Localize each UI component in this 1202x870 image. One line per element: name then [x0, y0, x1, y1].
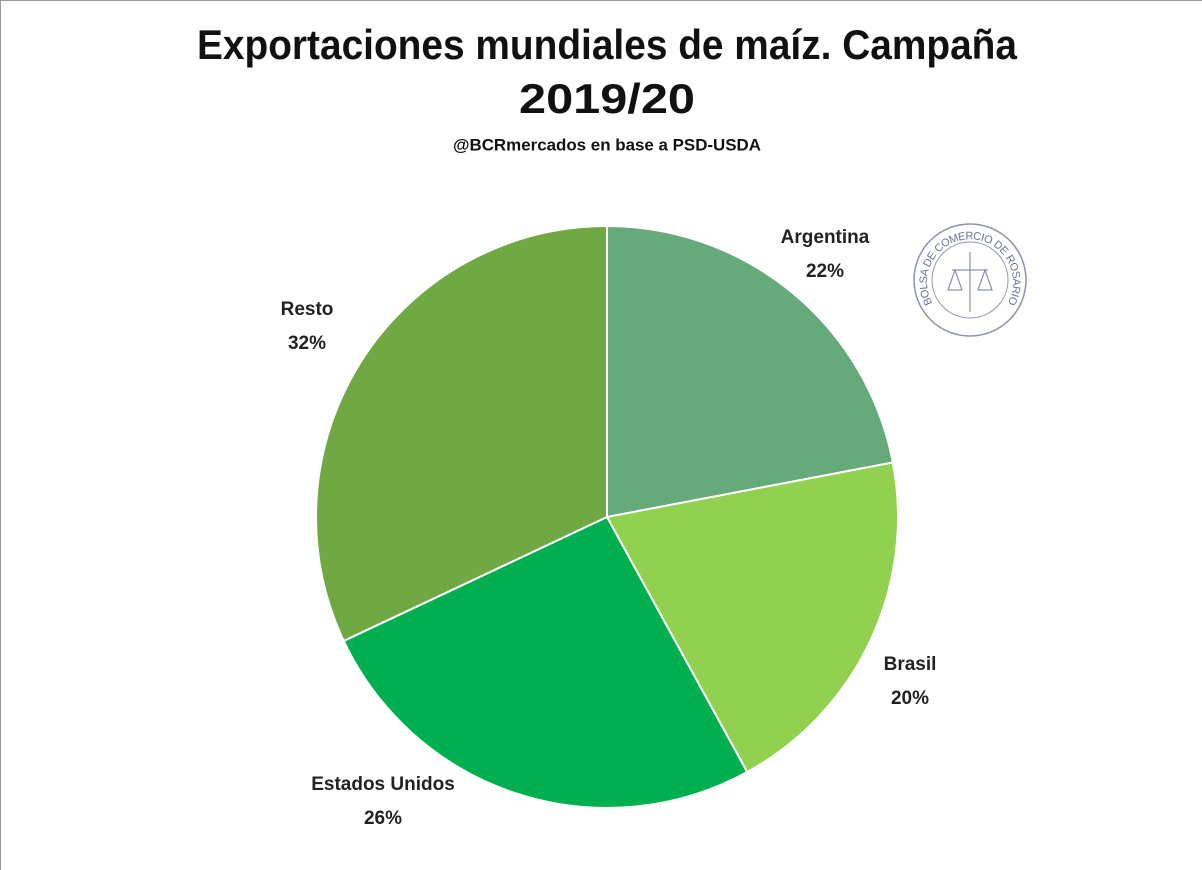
chart-title: Exportaciones mundiales de maíz. Campaña… [197, 21, 1018, 122]
pie-slice [606, 224, 895, 519]
logo-inner-ring [931, 241, 1009, 319]
chart-subtitle: @BCRmercados en base a PSD-USDA [453, 135, 761, 154]
slice-label: Estados Unidos [311, 774, 455, 795]
slice-value-label: 32% [288, 333, 326, 354]
logo: BOLSA DE COMERCIO DE ROSARIO [913, 223, 1027, 337]
pie-slice [342, 515, 749, 809]
slice-value-label: 20% [891, 688, 929, 709]
pie-slice [315, 224, 608, 643]
slice-label: Argentina [781, 227, 870, 248]
slice-label: Resto [281, 299, 334, 320]
logo-ring [913, 223, 1027, 337]
logo-scales [947, 252, 993, 312]
slice-value-label: 26% [364, 808, 402, 829]
slice-value-label: 22% [806, 261, 844, 282]
slice-label: Brasil [884, 654, 937, 675]
pie-slice [605, 461, 899, 774]
